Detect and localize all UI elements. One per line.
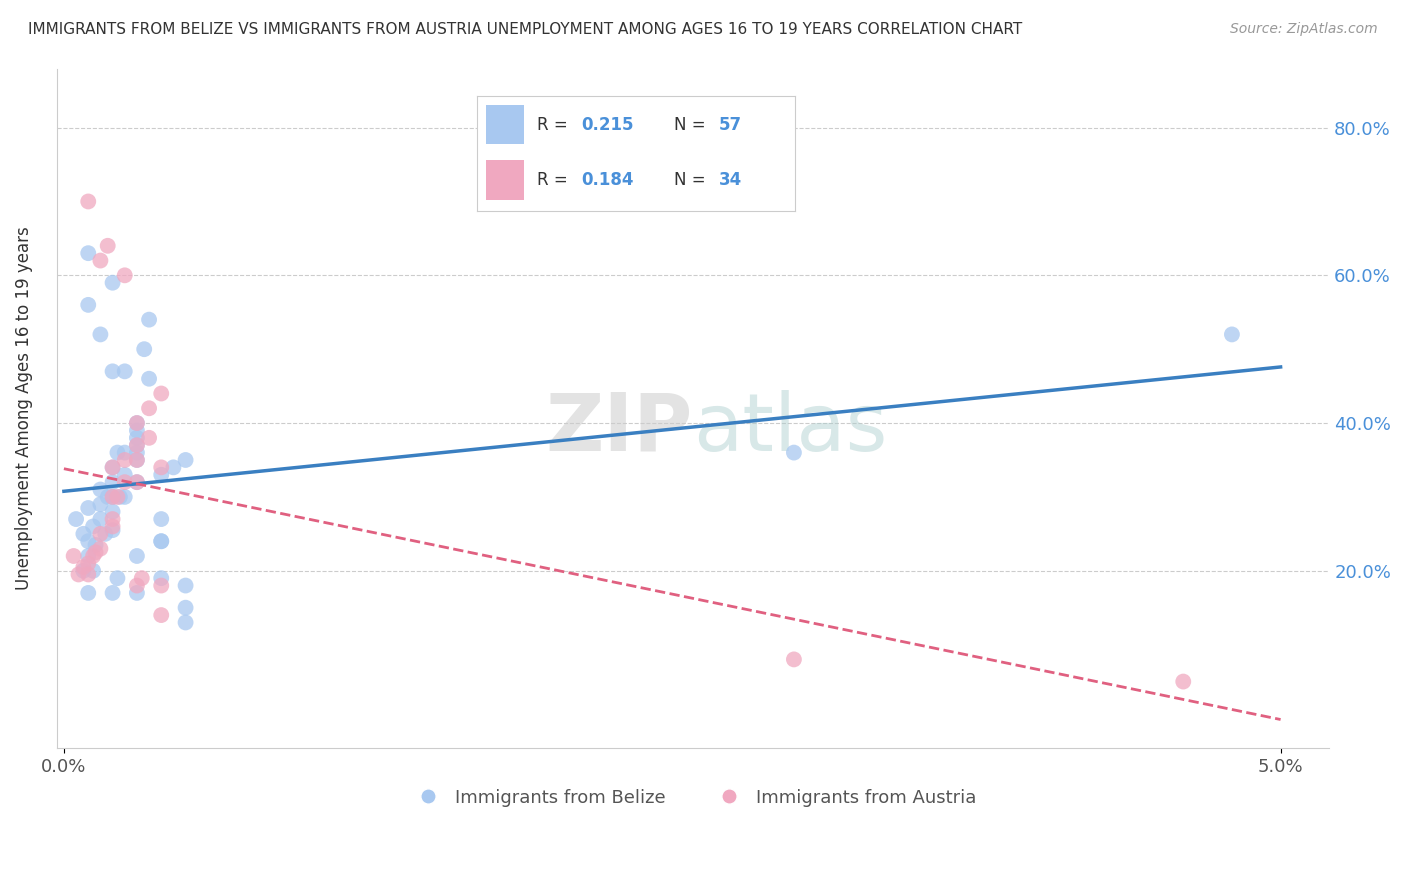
Point [82, 549, 104, 563]
Point [77, 534, 100, 549]
Point [94, 526, 117, 541]
Point [134, 342, 156, 356]
Point [101, 512, 124, 526]
Point [125, 578, 148, 592]
Text: Source: ZipAtlas.com: Source: ZipAtlas.com [1230, 22, 1378, 37]
Point [77, 298, 100, 312]
Point [77, 500, 100, 515]
Point [125, 445, 148, 459]
Text: IMMIGRANTS FROM BELIZE VS IMMIGRANTS FROM AUSTRIA UNEMPLOYMENT AMONG AGES 16 TO : IMMIGRANTS FROM BELIZE VS IMMIGRANTS FRO… [28, 22, 1022, 37]
Point [125, 586, 148, 600]
Point [82, 564, 104, 578]
Point [101, 475, 124, 490]
Point [114, 364, 136, 378]
Point [138, 431, 160, 445]
Point [125, 475, 148, 490]
Legend: Immigrants from Belize, Immigrants from Austria: Immigrants from Belize, Immigrants from … [402, 781, 983, 814]
Point [150, 386, 173, 401]
Point [150, 534, 173, 549]
Point [125, 416, 148, 430]
Point [101, 490, 124, 504]
Y-axis label: Unemployment Among Ages 16 to 19 years: Unemployment Among Ages 16 to 19 years [15, 227, 32, 591]
Point [101, 490, 124, 504]
Point [138, 312, 160, 326]
Point [174, 578, 197, 592]
Point [101, 460, 124, 475]
Point [125, 438, 148, 452]
Point [97, 490, 120, 504]
Point [1220, 327, 1243, 342]
Point [125, 453, 148, 467]
Point [77, 567, 100, 582]
Point [62, 549, 84, 563]
Point [89, 526, 111, 541]
Point [1173, 674, 1195, 689]
Point [67, 567, 90, 582]
Point [114, 445, 136, 459]
Point [125, 416, 148, 430]
Point [783, 445, 806, 459]
Point [84, 545, 107, 559]
Point [150, 512, 173, 526]
Point [84, 538, 107, 552]
Point [89, 327, 111, 342]
Point [72, 564, 94, 578]
Text: ZIP: ZIP [546, 390, 693, 467]
Point [114, 268, 136, 283]
Point [89, 512, 111, 526]
Text: atlas: atlas [693, 390, 887, 467]
Point [77, 194, 100, 209]
Point [150, 534, 173, 549]
Point [125, 424, 148, 438]
Point [174, 615, 197, 630]
Point [77, 586, 100, 600]
Point [101, 519, 124, 533]
Point [89, 253, 111, 268]
Point [131, 571, 153, 585]
Point [114, 467, 136, 482]
Point [89, 497, 111, 511]
Point [107, 571, 129, 585]
Point [101, 364, 124, 378]
Point [114, 475, 136, 490]
Point [114, 453, 136, 467]
Point [107, 445, 129, 459]
Point [89, 541, 111, 556]
Point [125, 475, 148, 490]
Point [101, 586, 124, 600]
Point [77, 246, 100, 260]
Point [150, 460, 173, 475]
Point [89, 483, 111, 497]
Point [72, 560, 94, 574]
Point [125, 453, 148, 467]
Point [125, 549, 148, 563]
Point [125, 431, 148, 445]
Point [65, 512, 87, 526]
Point [138, 401, 160, 416]
Point [150, 571, 173, 585]
Point [101, 276, 124, 290]
Point [150, 578, 173, 592]
Point [174, 453, 197, 467]
Point [114, 490, 136, 504]
Point [82, 519, 104, 533]
Point [150, 467, 173, 482]
Point [783, 652, 806, 666]
Point [108, 490, 131, 504]
Point [107, 490, 129, 504]
Point [101, 505, 124, 519]
Point [77, 549, 100, 563]
Point [150, 608, 173, 623]
Point [72, 526, 94, 541]
Point [101, 523, 124, 537]
Point [77, 557, 100, 571]
Point [97, 239, 120, 253]
Point [125, 438, 148, 452]
Point [101, 460, 124, 475]
Point [138, 372, 160, 386]
Point [174, 600, 197, 615]
Point [162, 460, 184, 475]
